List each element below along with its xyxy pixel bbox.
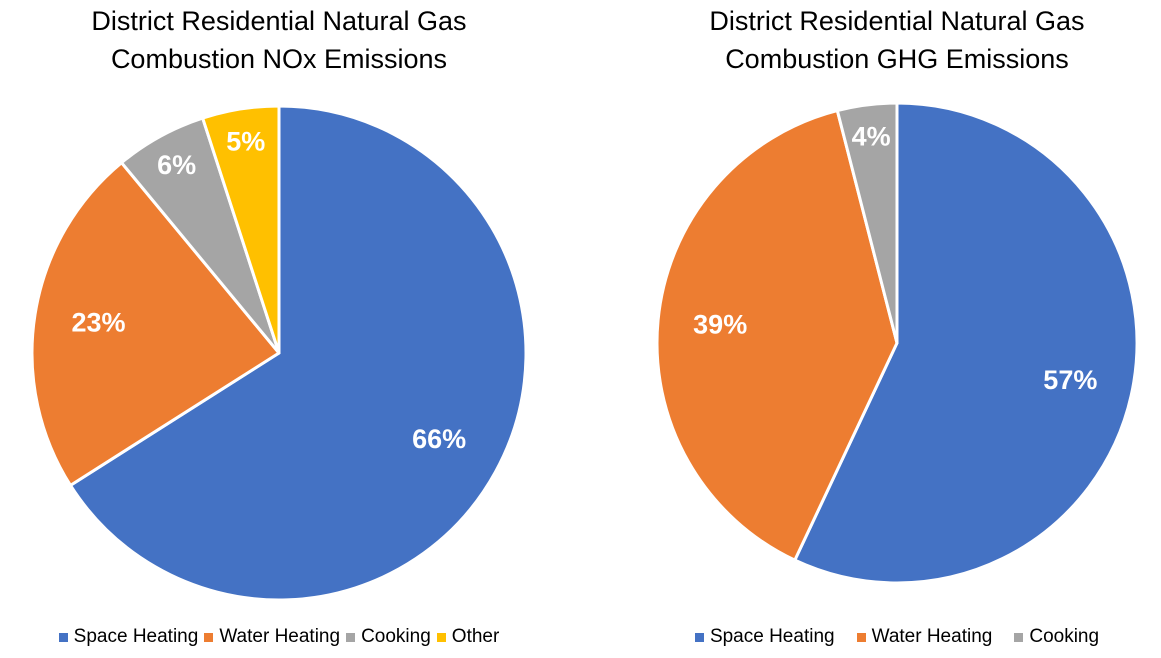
- legend-label: Cooking: [1029, 626, 1100, 647]
- data-label: 23%: [71, 308, 125, 338]
- data-label: 6%: [157, 150, 196, 180]
- legend-label: Space Heating: [709, 626, 835, 647]
- pie-slice: [68, 104, 528, 602]
- data-label: 57%: [1043, 365, 1097, 395]
- legend-label: Cooking: [361, 626, 431, 647]
- legend-swatch: [346, 632, 356, 642]
- pie-slice: [835, 101, 899, 345]
- legend-entry: Space Heating: [694, 626, 835, 648]
- chart-title: District Residential Natural Gas Combust…: [91, 6, 467, 74]
- data-label: 39%: [693, 309, 747, 339]
- pie-slice: [201, 104, 281, 355]
- pie-slice: [655, 109, 899, 562]
- legend-swatch: [856, 632, 866, 642]
- chart-title: District Residential Natural Gas Combust…: [709, 6, 1085, 74]
- data-label: 66%: [412, 424, 466, 454]
- legend-label: Water Heating: [219, 626, 341, 647]
- legend-swatch: [204, 632, 214, 642]
- data-label: 5%: [226, 126, 265, 156]
- legend-entry: Cooking: [346, 626, 431, 648]
- legend-entry: Water Heating: [204, 626, 340, 648]
- legend: Space Heating Water Heating Cooking: [607, 626, 1161, 648]
- legend-entry: Space Heating: [58, 626, 199, 648]
- pie-slice: [30, 161, 281, 487]
- legend-swatch: [436, 632, 446, 642]
- legend-entry: Cooking: [1014, 626, 1099, 648]
- legend-label: Water Heating: [871, 626, 993, 647]
- legend: Space Heating Water Heating Cooking Other: [0, 626, 569, 648]
- legend-label: Space Heating: [73, 626, 199, 647]
- legend-label: Other: [451, 626, 500, 647]
- legend-swatch: [694, 632, 704, 642]
- legend-swatch: [1014, 632, 1024, 642]
- legend-entry: Water Heating: [856, 626, 993, 648]
- legend-entry: Other: [436, 626, 500, 648]
- legend-swatch: [58, 632, 68, 642]
- data-label: 4%: [852, 121, 891, 151]
- pie-slice: [793, 101, 1139, 585]
